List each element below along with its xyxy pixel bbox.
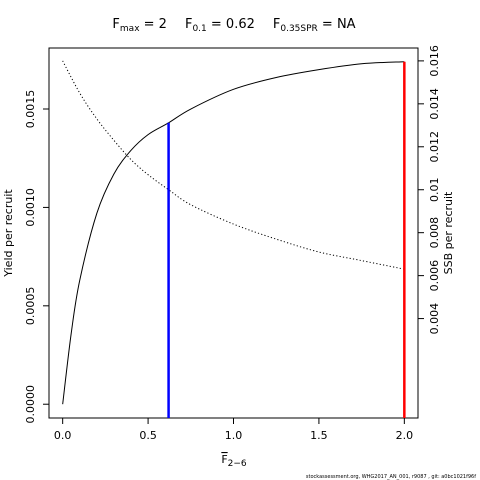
x-tick-label: 1.5 — [310, 429, 328, 442]
y-right-tick-label: 0.014 — [428, 88, 441, 120]
title-fmax-symbol: F — [112, 17, 119, 32]
chart-title: Fmax = 2 F0.1 = 0.62 F0.35SPR = NA — [112, 17, 355, 34]
y-right-tick-label: 0.004 — [428, 303, 441, 335]
title-fmax-subscript: max — [120, 24, 140, 34]
x-tick-label: 0.5 — [139, 429, 157, 442]
y-left-tick-label: 0.0005 — [24, 287, 37, 326]
x-axis-label-base: F — [221, 453, 227, 466]
series-layer — [62, 60, 405, 405]
reference-lines — [167, 61, 406, 418]
y-axis-right: 0.004 0.006 0.008 0.01 0.012 0.014 0.016 — [418, 45, 441, 334]
x-tick-label: 2.0 — [396, 429, 414, 442]
title-f01-symbol: F — [185, 17, 192, 32]
x-axis: 0.0 0.5 1.0 1.5 2.0 — [54, 418, 413, 442]
y-right-tick-label: 0.008 — [428, 217, 441, 249]
x-tick-label: 0.0 — [54, 429, 72, 442]
title-fspr-symbol: F — [273, 17, 280, 32]
title-fspr-subscript: 0.35SPR — [280, 24, 317, 34]
y-left-tick-label: 0.0015 — [24, 90, 37, 129]
title-f01-value: = 0.62 — [207, 17, 255, 32]
y-left-tick-label: 0.0010 — [24, 188, 37, 227]
yield-per-recruit-curve — [62, 61, 405, 405]
y-right-tick-label: 0.006 — [428, 260, 441, 292]
x-tick-label: 1.0 — [225, 429, 243, 442]
title-f01-subscript: 0.1 — [192, 24, 206, 34]
y-right-tick-label: 0.01 — [428, 177, 441, 202]
footer-note: stockassessment.org, WHG2017_AN_001, r90… — [306, 474, 476, 480]
y-right-tick-label: 0.016 — [428, 45, 441, 77]
y-axis-left-label: Yield per recruit — [2, 189, 15, 278]
title-fmax-value: = 2 — [140, 17, 167, 32]
x-axis-label: F2−6 — [221, 453, 247, 469]
y-axis-right-label: SSB per recruit — [442, 191, 455, 274]
y-axis-left: 0.0000 0.0005 0.0010 0.0015 — [24, 90, 49, 424]
title-fspr-value: = NA — [318, 17, 356, 32]
y-right-tick-label: 0.012 — [428, 131, 441, 163]
x-axis-label-subscript: 2−6 — [228, 459, 247, 469]
y-left-tick-label: 0.0000 — [24, 385, 37, 424]
